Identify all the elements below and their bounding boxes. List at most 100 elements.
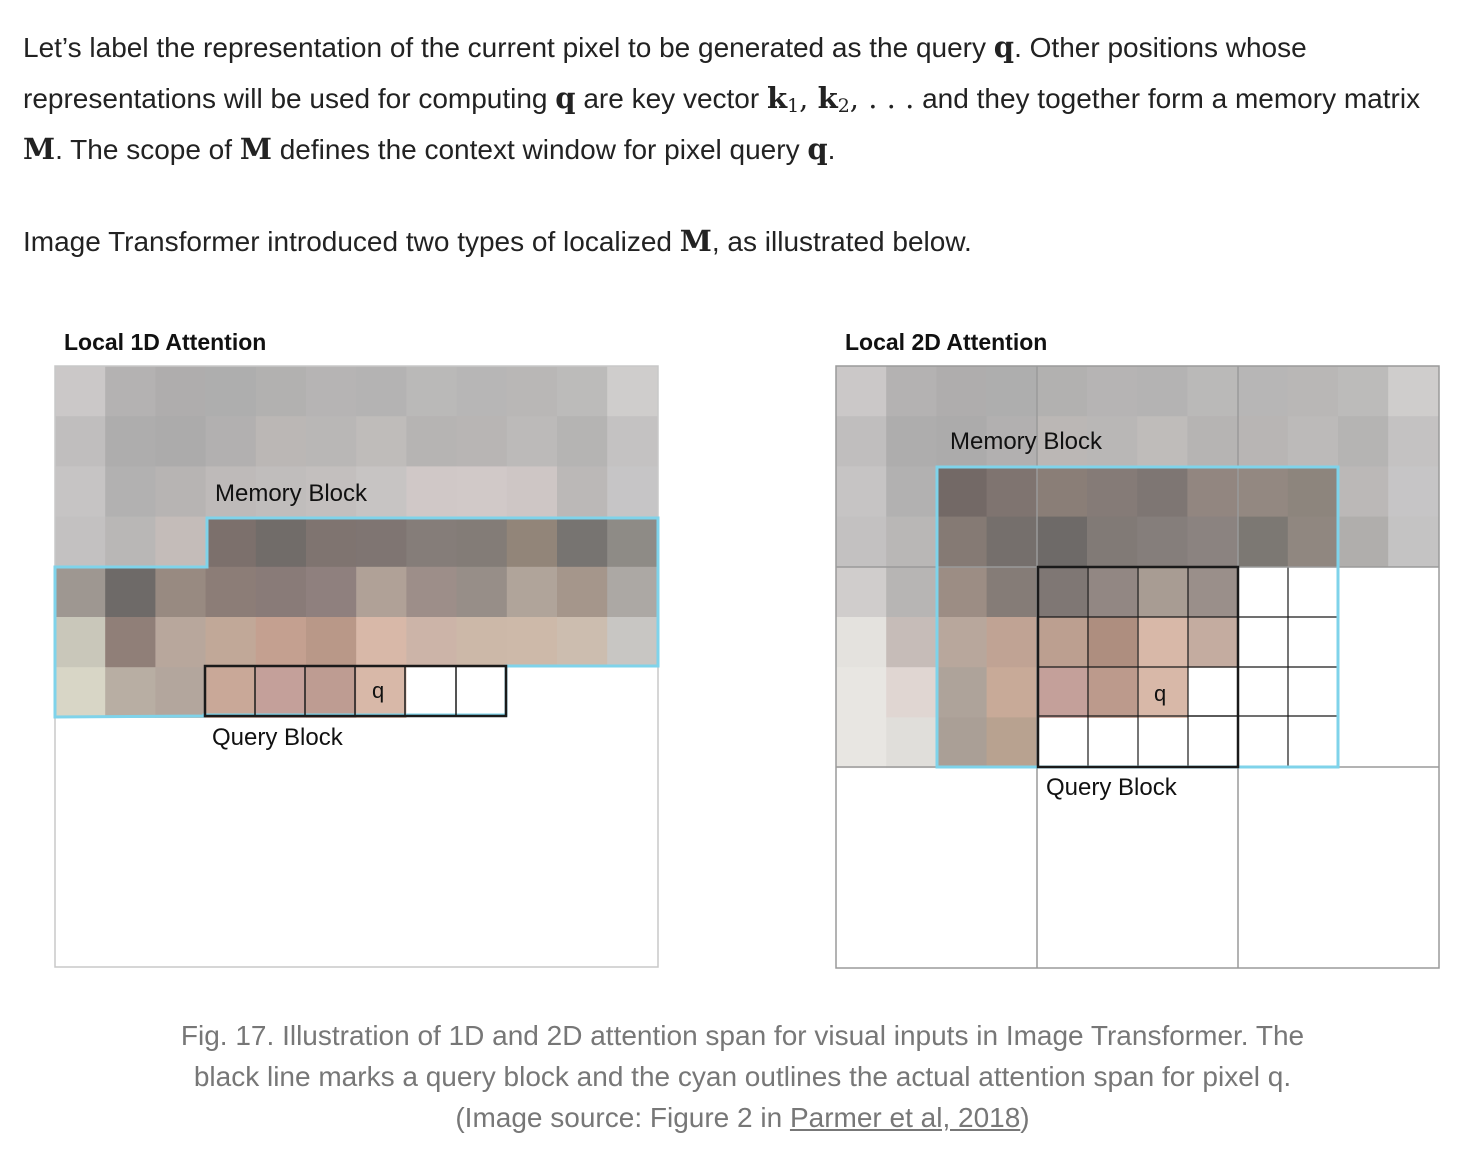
pixel-cell bbox=[1237, 516, 1289, 568]
pixel-cell bbox=[836, 617, 887, 668]
pixel-cell bbox=[205, 617, 257, 668]
query-pixel-label-1d: q bbox=[372, 678, 385, 703]
text-run: . bbox=[827, 134, 836, 165]
caption-close: ) bbox=[1020, 1102, 1030, 1133]
math-subscript: 2 bbox=[837, 95, 850, 117]
pixel-cell bbox=[1338, 416, 1389, 467]
pixel-cell bbox=[506, 566, 558, 618]
pixel-cell bbox=[55, 566, 106, 618]
pixel-cell bbox=[155, 466, 207, 518]
pixel-cell bbox=[155, 566, 207, 618]
pixel-cell bbox=[557, 566, 608, 618]
pixel-cell bbox=[1338, 466, 1389, 518]
pixel-cell bbox=[986, 516, 1038, 568]
text-run: Let’s label the representation of the cu… bbox=[23, 32, 994, 63]
pixel-cell bbox=[105, 516, 156, 568]
query-block-outline bbox=[1036, 565, 1240, 769]
pixel-cell bbox=[456, 366, 508, 417]
caption-text: Fig. 17. Illustration of 1D and 2D atten… bbox=[180, 1020, 1305, 1133]
pixel-cell bbox=[886, 416, 937, 467]
pixel-cell bbox=[406, 516, 458, 568]
pixel-cell bbox=[356, 516, 407, 568]
math-separator: , bbox=[799, 81, 818, 115]
pixel-cell bbox=[886, 566, 937, 618]
pixel-cell bbox=[1036, 416, 1088, 467]
pixel-cell bbox=[986, 366, 1038, 417]
math-k: k bbox=[817, 81, 838, 115]
pixel-cell bbox=[557, 416, 608, 467]
pixel-cell bbox=[607, 466, 658, 518]
memory-block-label-1d: Memory Block bbox=[215, 480, 368, 507]
pixel-cell bbox=[557, 366, 608, 417]
pixel-cell bbox=[1137, 566, 1188, 618]
pixel-cell bbox=[306, 466, 357, 518]
pixel-cell bbox=[255, 516, 307, 568]
pixel-cell bbox=[456, 516, 508, 568]
pixel-cell bbox=[406, 466, 458, 518]
pixel-cell bbox=[886, 366, 937, 417]
local-1d-title: Local 1D Attention bbox=[64, 329, 267, 355]
pixel-cell bbox=[306, 667, 357, 718]
pixel-cell bbox=[1287, 366, 1339, 417]
pixel-cell bbox=[356, 466, 407, 518]
pixel-cell bbox=[356, 667, 407, 718]
pixel-cell bbox=[1287, 416, 1339, 467]
pixel-cell bbox=[406, 366, 458, 417]
pixel-cell bbox=[205, 566, 257, 618]
pixel-cell bbox=[1087, 366, 1138, 417]
pixel-cell bbox=[1036, 466, 1088, 518]
pixel-cell bbox=[936, 617, 988, 668]
memory-block-label-2d: Memory Block bbox=[950, 428, 1103, 455]
pixel-cell bbox=[1187, 566, 1239, 618]
pixel-cell bbox=[1137, 667, 1188, 718]
pixel-cell bbox=[255, 566, 307, 618]
pixel-cell bbox=[607, 516, 658, 568]
pixel-cell bbox=[886, 516, 937, 568]
pixel-cell bbox=[1036, 366, 1088, 417]
pixel-cell bbox=[55, 667, 106, 718]
pixel-cell bbox=[55, 516, 106, 568]
pixel-cell bbox=[1287, 466, 1339, 518]
pixel-cell bbox=[886, 717, 937, 769]
pixel-cell bbox=[986, 466, 1038, 518]
text-run: . The scope of bbox=[55, 134, 240, 165]
pixel-cell bbox=[356, 617, 407, 668]
pixel-cell bbox=[936, 366, 988, 417]
pixel-cell bbox=[986, 416, 1038, 467]
text-run: , as illustrated below. bbox=[711, 226, 972, 257]
pixel-cell bbox=[255, 366, 307, 417]
pixel-cell bbox=[836, 667, 887, 718]
figure-frame bbox=[835, 365, 1440, 969]
pixel-cell bbox=[986, 617, 1038, 668]
pixel-cell bbox=[255, 466, 307, 518]
pixel-cell bbox=[55, 617, 106, 668]
pixel-cell bbox=[1388, 466, 1439, 518]
pixel-cell bbox=[936, 566, 988, 618]
pixel-cell bbox=[306, 416, 357, 467]
pixel-cell bbox=[1036, 617, 1088, 668]
pixel-cell bbox=[936, 416, 988, 467]
local-1d-attention-figure bbox=[53, 365, 660, 968]
pixel-cell bbox=[1087, 466, 1138, 518]
pixel-cell bbox=[1137, 466, 1188, 518]
pixel-cell bbox=[255, 416, 307, 467]
citation-link[interactable]: Parmer et al, 2018 bbox=[789, 1102, 1021, 1133]
math-k: k bbox=[766, 81, 788, 115]
pixel-cell bbox=[1137, 516, 1188, 568]
figure-caption: Fig. 17. Illustration of 1D and 2D atten… bbox=[180, 1015, 1305, 1138]
pixel-cell bbox=[936, 516, 988, 568]
pixel-cell bbox=[506, 466, 558, 518]
pixel-cell bbox=[1287, 516, 1339, 568]
pixel-cell bbox=[55, 416, 106, 467]
pixel-cell bbox=[55, 366, 106, 417]
pixel-cell bbox=[836, 566, 887, 618]
pixel-cell bbox=[607, 566, 658, 618]
pixel-cell bbox=[1087, 617, 1138, 668]
pixel-cell bbox=[557, 516, 608, 568]
pixel-cell bbox=[936, 466, 988, 518]
pixel-grid bbox=[55, 366, 658, 718]
pixel-cell bbox=[1137, 416, 1188, 467]
intro-paragraph: Let’s label the representation of the cu… bbox=[23, 22, 1443, 175]
text-run: Image Transformer introduced two types o… bbox=[23, 226, 680, 257]
pixel-cell bbox=[105, 466, 156, 518]
